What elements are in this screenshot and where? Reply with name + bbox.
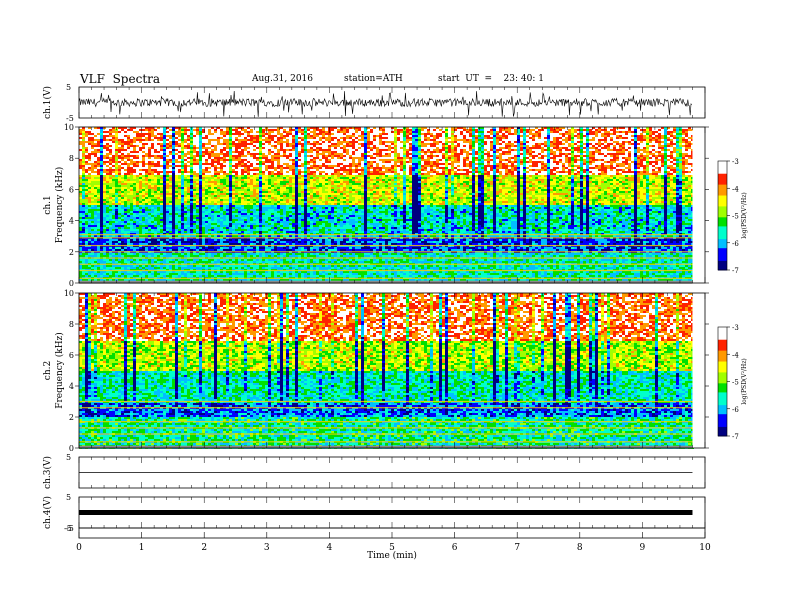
xaxis-tick-label: 9 — [640, 543, 646, 553]
ch1-spectrogram-tone-line — [79, 269, 693, 272]
ch2-spectrogram-tone-line — [79, 400, 693, 403]
ch2-spectrogram-image — [79, 293, 705, 449]
ch1-spectrogram-colorbar — [717, 160, 728, 271]
ch1-spectrogram-tone-line — [79, 251, 693, 253]
ch1-spectrogram-ylabel: Frequency (kHz) — [54, 167, 65, 244]
xaxis-tick-label: 3 — [264, 543, 270, 553]
ch1-spectrogram-colorbar-tick-label: -7 — [732, 267, 739, 275]
ch2-spectrogram-colorbar — [717, 326, 728, 437]
ch2-spectrogram-tone-line — [79, 441, 693, 443]
xaxis-tick-label: 2 — [201, 543, 207, 553]
xaxis-tick-label: 10 — [699, 543, 711, 553]
ch4-waveform-ytick-label-lower: -5 — [64, 524, 72, 533]
ch1-waveform-ytick-label: 5 — [66, 83, 71, 92]
ch1-spectrogram-colorbar-tick-label: -4 — [732, 185, 739, 193]
ch1-spectrogram-ytick-label: 2 — [69, 248, 74, 257]
ch2-spectrogram-ytick-label: 0 — [69, 444, 74, 453]
xaxis-tick-label: 7 — [514, 543, 520, 553]
xaxis-tick-label: 4 — [327, 543, 333, 553]
station-label: station=ATH — [344, 74, 403, 84]
ch1-spectrogram-colorbar-tick-label: -3 — [732, 158, 739, 166]
ch2-spectrogram-tone-line — [79, 421, 693, 423]
xaxis-label: Time (min) — [367, 550, 417, 561]
ch2-spectrogram-tone-line — [79, 407, 693, 409]
ch1-spectrogram-colorbar-tick-label: -6 — [732, 240, 739, 248]
ch2-spectrogram-colorbar-tick-label: -7 — [732, 433, 739, 441]
ch1-spectrogram-tone-line — [79, 244, 693, 247]
ch2-spectrogram-ytick-label: 8 — [69, 320, 74, 329]
ch2-spectrogram-baseline-band — [79, 445, 693, 449]
ch1-spectrogram-baseline-band — [79, 280, 693, 284]
xaxis-tick-label: 1 — [139, 543, 145, 553]
chart-title: VLF Spectra — [80, 72, 160, 86]
ch1-spectrogram-ytick-label: 8 — [69, 154, 74, 163]
start-time-label: start UT = 23: 40: 1 — [438, 74, 544, 84]
ch2-spectrogram-colorbar-label: log(PSD(V²/Hz) — [741, 358, 748, 405]
ch2-spectrogram-ylabel: Frequency (kHz) — [54, 332, 65, 409]
xaxis-tick-label: 6 — [452, 543, 458, 553]
ch2-spectrogram-ytick-label: 10 — [64, 289, 74, 298]
xaxis-tick-label: 0 — [76, 543, 82, 553]
ch4-waveform-trace — [79, 510, 693, 515]
xaxis-tick-label: 8 — [577, 543, 583, 553]
ch2-spectrogram-ytick-label: 4 — [69, 382, 74, 391]
ch2-spectrogram-ytick-label: 6 — [69, 351, 74, 360]
ch1-spectrogram-tone-line — [79, 277, 693, 279]
ch1-spectrogram-colorbar-label: log(PSD(V²/Hz) — [741, 192, 748, 239]
ch1-waveform-trace — [78, 90, 692, 117]
ch4-waveform-ytick-label: 5 — [66, 493, 71, 502]
ch4-waveform-ylabel: ch.4(V) — [42, 496, 53, 529]
ch2-spectrogram-tone-line — [79, 427, 693, 429]
ch2-spectrogram-ytick-label: 2 — [69, 413, 74, 422]
xaxis-tick-label: 5 — [389, 543, 395, 553]
ch2-spectrogram-colorbar-tick-label: -4 — [732, 351, 739, 359]
ch1-spectrogram-tone-line — [79, 234, 693, 236]
ch1-waveform-ytick-label: -5 — [66, 114, 74, 123]
ch3-waveform-ylabel: ch.3(V) — [42, 456, 53, 489]
ch1-spectrogram-colorbar-tick-label: -5 — [732, 213, 739, 221]
date-label: Aug.31, 2016 — [252, 74, 313, 84]
ch1-spectrogram-ytick-label: 6 — [69, 185, 74, 194]
ch1-spectrogram-ytick-label: 10 — [64, 123, 74, 132]
ch1-spectrogram-tone-line — [79, 237, 693, 239]
ch4-waveform-ytick-label: -5 — [66, 524, 74, 533]
ch2-spectrogram-colorbar-tick-label: -6 — [732, 406, 739, 414]
ch1-spectrogram-channel-label: ch.1 — [43, 195, 53, 214]
ch1-spectrogram-ytick-label: 4 — [69, 217, 74, 226]
ch1-spectrogram-tone-line — [79, 263, 693, 265]
ch1-spectrogram-image — [79, 127, 705, 284]
ch2-spectrogram-colorbar-tick-label: -3 — [732, 324, 739, 332]
ch2-spectrogram-channel-label: ch.2 — [43, 361, 53, 380]
ch1-waveform-ylabel: ch.1(V) — [42, 86, 53, 119]
ch1-spectrogram-ytick-label: 0 — [69, 279, 74, 288]
ch3-waveform-ytick-label: 5 — [66, 453, 71, 462]
ch1-spectrogram-tone-line — [79, 257, 693, 259]
ch2-spectrogram-tone-line — [79, 433, 693, 435]
ch2-spectrogram-colorbar-tick-label: -5 — [732, 379, 739, 387]
